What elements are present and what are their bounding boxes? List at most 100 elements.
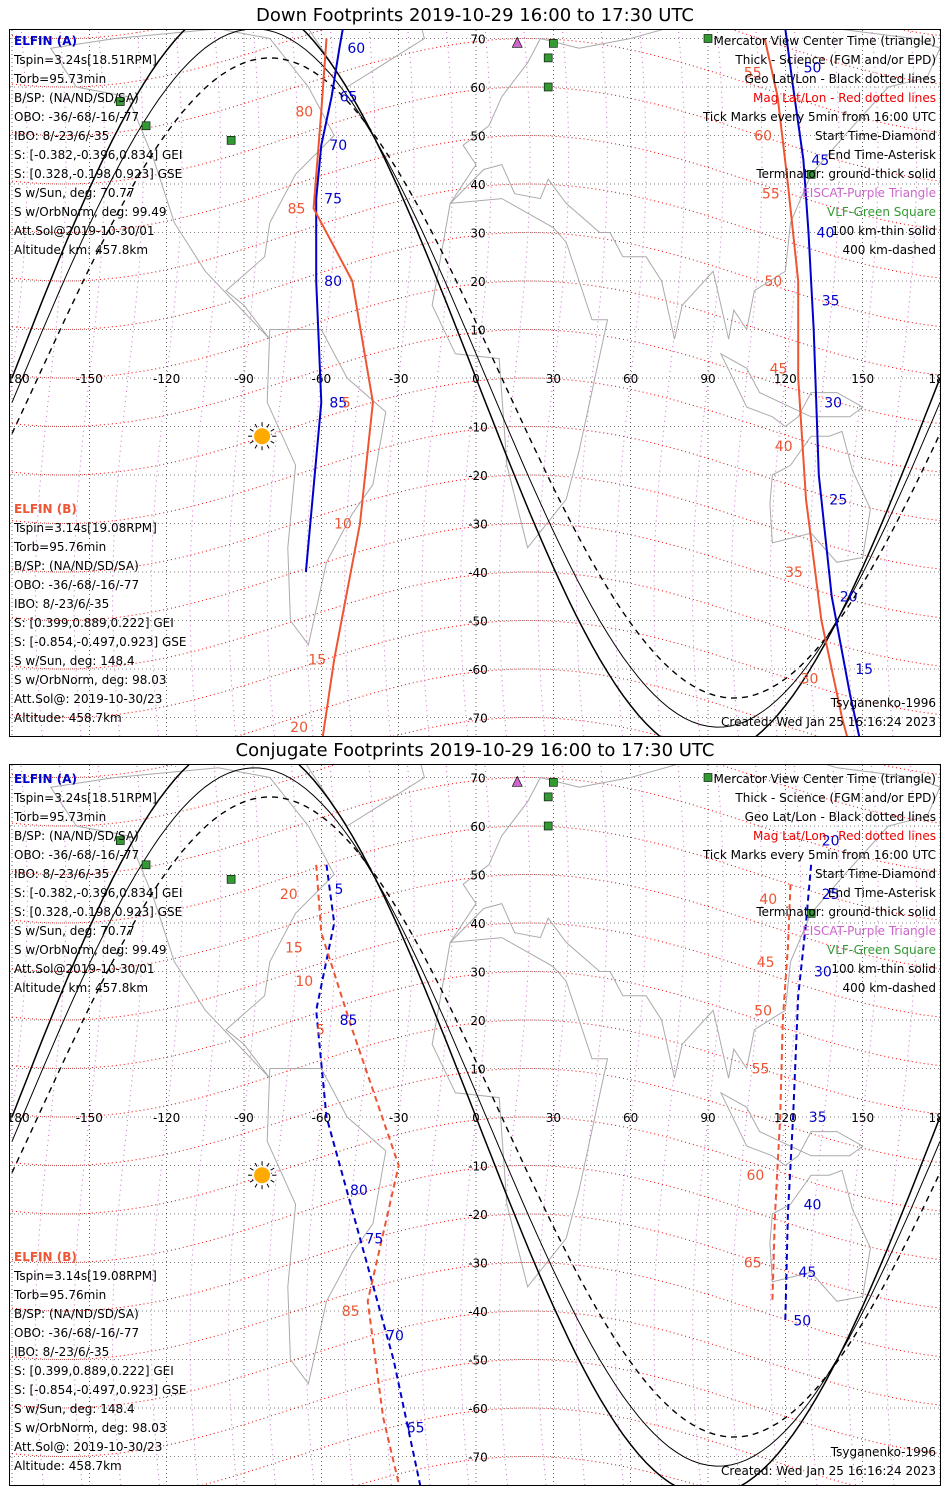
lat-tick-label: -30 [468, 1257, 488, 1271]
mag-lat-line [11, 1358, 940, 1458]
info-line: Torb=95.76min [14, 540, 107, 554]
coastline [49, 767, 335, 1079]
coastline [431, 198, 609, 549]
lon-tick-label: -90 [234, 1111, 254, 1125]
lon-tick-label: 90 [700, 1111, 715, 1125]
lat-tick-label: 60 [470, 81, 485, 95]
legend-entry: 100 km-thin solid [831, 962, 936, 976]
mag-lon-line [498, 765, 531, 1485]
coastline [266, 1068, 387, 1385]
legend-entry: Terminator: ground-thick solid [756, 905, 936, 919]
track-tick-label: 30 [801, 672, 819, 688]
lat-tick-label: -40 [468, 566, 488, 580]
coastline [308, 30, 425, 88]
lon-tick-label: 120 [774, 372, 797, 386]
mag-lon-line [189, 765, 222, 1485]
track-tick-label: 20 [280, 887, 298, 903]
info-line: Tspin=3.24s[18.51RPM] [14, 53, 157, 67]
lon-tick-label: -180 [10, 1111, 30, 1125]
mag-lat-line [356, 1455, 699, 1485]
sun-ray [254, 1183, 258, 1188]
info-line: S: [-0.854,-0.497,0.923] GSE [14, 1383, 187, 1397]
elfin-b-header: ELFIN (B) [14, 502, 77, 516]
track-tick-label: 85 [342, 1304, 360, 1320]
vlf-square-icon [141, 860, 151, 870]
info-line: S w/OrbNorm, deg: 99.49 [14, 205, 167, 219]
info-line: S: [0.399,0.889,0.222] GEI [14, 1364, 174, 1378]
mag-lon-line [576, 30, 608, 736]
legend-entry: 100 km-thin solid [831, 224, 936, 238]
info-line: S: [-0.382,-0.396,0.834] GEI [14, 148, 183, 162]
lon-tick-label: 90 [700, 372, 715, 386]
vlf-square-icon [226, 136, 236, 145]
lat-tick-label: 50 [470, 869, 485, 883]
lat-tick-label: -10 [468, 421, 488, 435]
track-tick-label: 85 [340, 1013, 358, 1029]
track-tick-label: 35 [822, 293, 840, 309]
info-line: B/SP: (NA/ND/SD/SA) [14, 829, 139, 843]
lat-tick-label: 20 [470, 275, 485, 289]
lon-tick-label: 150 [851, 1111, 874, 1125]
terminator-ground [11, 765, 940, 1485]
lon-tick-label: -90 [234, 372, 254, 386]
vlf-square-icon [549, 778, 558, 787]
lon-tick-label: 180 [929, 372, 941, 386]
created-timestamp: Created: Wed Jan 25 16:16:24 2023 [721, 1464, 936, 1478]
info-line: IBO: 8/-23/6/-35 [14, 867, 110, 881]
track-tick-label: 65 [340, 90, 358, 106]
track-tick-label: 10 [334, 517, 352, 533]
vlf-square-icon [226, 875, 236, 884]
legend-entry: 400 km-dashed [842, 243, 936, 257]
lat-tick-label: -30 [468, 518, 488, 532]
lat-tick-label: 50 [470, 130, 485, 144]
info-line: Altitude, km: 457.8km [14, 981, 149, 995]
lon-tick-label: -60 [312, 372, 332, 386]
coastline [266, 329, 387, 646]
lon-tick-label: -150 [76, 1111, 103, 1125]
elfin-a-track-west [304, 30, 344, 573]
vlf-square-icon [806, 909, 816, 918]
credits: Tsyganenko-1996 Created: Wed Jan 25 16:1… [721, 1443, 936, 1481]
mag-lat-line [11, 280, 940, 379]
lon-tick-label: 0 [472, 1111, 480, 1125]
track-tick-label: 75 [365, 1231, 383, 1247]
mag-lat-line [11, 37, 940, 137]
info-line: S w/Sun, deg: 70.77 [14, 186, 135, 200]
vlf-square-icon [543, 82, 553, 92]
info-line: OBO: -36/-68/-16/-77 [14, 848, 140, 862]
terminator-100km [11, 30, 940, 728]
coastline [719, 352, 864, 428]
legend-entry: Mercator View Center Time (triangle) [713, 34, 936, 48]
track-tick-label: 5 [316, 1023, 325, 1039]
track-tick-label: 55 [762, 187, 780, 203]
info-line: OBO: -36/-68/-16/-77 [14, 1326, 140, 1340]
elfin-a-info: ELFIN (A) Tspin=3.24s[18.51RPM] Torb=95.7… [14, 32, 182, 260]
info-line: S: [-0.854,-0.497,0.923] GSE [14, 635, 187, 649]
sun-ray [266, 1183, 270, 1188]
terminator-100km [11, 767, 940, 1467]
info-line: S w/Sun, deg: 148.4 [14, 1402, 135, 1416]
mag-lat-line [11, 1116, 940, 1215]
elfin-a-header: ELFIN (A) [14, 772, 77, 786]
info-line: B/SP: (NA/ND/SD/SA) [14, 1307, 139, 1321]
track-tick-label: 55 [752, 1062, 770, 1078]
track-tick-label: 40 [804, 1197, 822, 1213]
lat-tick-label: -60 [468, 663, 488, 677]
info-line: S: [0.399,0.889,0.222] GEI [14, 616, 174, 630]
info-line: B/SP: (NA/ND/SD/SA) [14, 559, 139, 573]
lon-tick-label: 180 [929, 1111, 941, 1125]
info-line: S w/Sun, deg: 148.4 [14, 654, 135, 668]
coastline [719, 1091, 864, 1167]
track-tick-label: 70 [386, 1328, 404, 1344]
mag-lat-line [11, 970, 940, 1070]
mag-lat-line [236, 668, 820, 736]
lon-tick-label: -180 [10, 372, 30, 386]
info-line: S w/OrbNorm, deg: 98.03 [14, 1421, 167, 1435]
mag-lat-line [11, 776, 940, 876]
info-line: Tspin=3.14s[19.08RPM] [14, 1269, 157, 1283]
sun-ray [266, 423, 270, 428]
elfin-b-info: ELFIN (B) Tspin=3.14s[19.08RPM] Torb=95.7… [14, 1248, 187, 1476]
vlf-square-icon [543, 821, 553, 831]
sun-icon [254, 1167, 271, 1184]
info-line: S: [0.328,-0.198,0.923] GSE [14, 905, 183, 919]
